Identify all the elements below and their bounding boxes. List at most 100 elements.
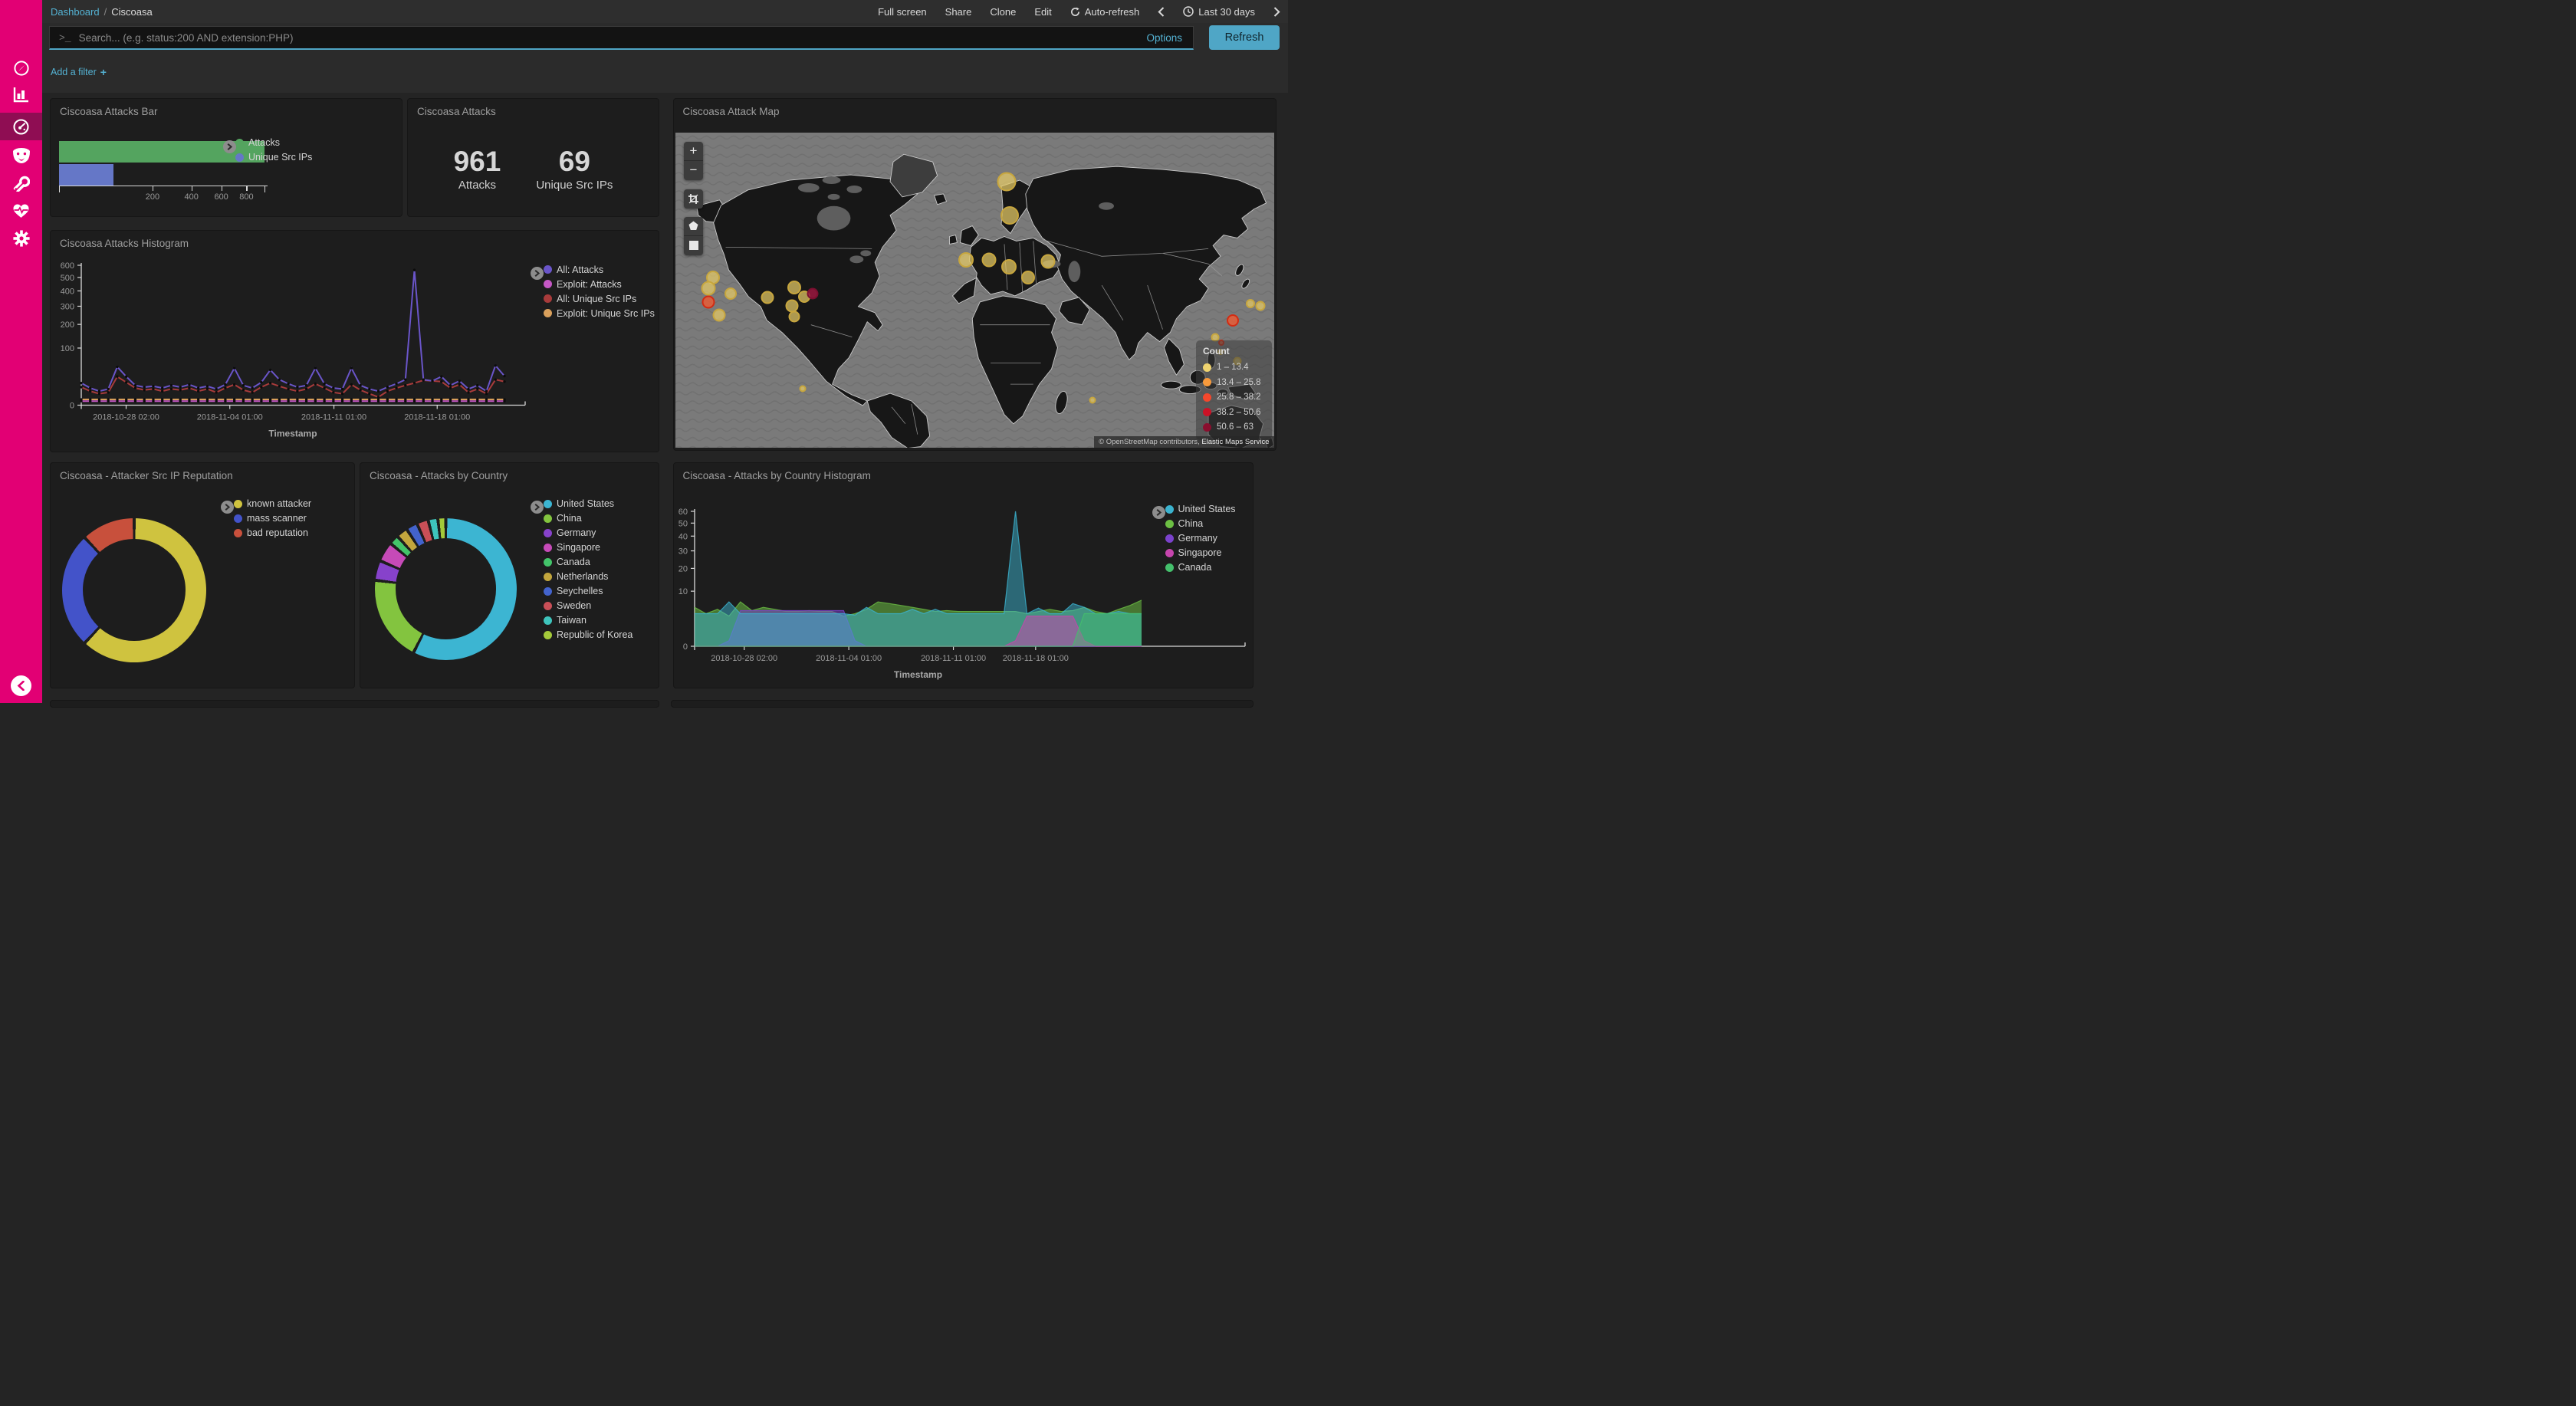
panel-attacks-bar: Ciscoasa Attacks Bar 200 400 600 800 Attack… [50, 97, 402, 217]
attack-location-bubble[interactable] [1001, 259, 1017, 275]
legend-toggle-button[interactable] [531, 267, 544, 280]
sidebar-item-discover[interactable] [0, 53, 42, 84]
legend-item[interactable]: Unique Src IPs [235, 150, 312, 165]
panel-title: Ciscoasa - Attacks by Country [370, 469, 508, 481]
full-screen-button[interactable]: Full screen [878, 5, 927, 18]
legend-item[interactable]: Republic of Korea [544, 628, 632, 642]
bar-unique-src-ips[interactable] [58, 163, 114, 186]
attack-location-bubble[interactable] [787, 281, 802, 295]
legend-item[interactable]: Canada [544, 555, 632, 570]
legend-item[interactable]: Germany [544, 526, 632, 540]
time-forward-button[interactable] [1273, 6, 1280, 17]
legend-item[interactable]: United States [1165, 502, 1236, 517]
attack-location-bubble[interactable] [1255, 301, 1266, 311]
attack-location-bubble[interactable] [724, 287, 737, 300]
time-back-button[interactable] [1158, 6, 1165, 17]
legend-item[interactable]: China [1165, 517, 1236, 531]
map-zoom-out-button[interactable]: − [689, 163, 698, 177]
map-fit-bounds-button[interactable] [684, 189, 703, 209]
refresh-button[interactable]: Refresh [1209, 25, 1280, 50]
legend-label: bad reputation [247, 527, 308, 538]
attack-location-bubble[interactable] [807, 287, 819, 300]
add-filter-link[interactable]: Add a filter [51, 67, 97, 77]
add-filter-plus-icon[interactable]: + [100, 66, 107, 78]
attack-location-bubble[interactable] [1226, 314, 1239, 327]
svg-text:50: 50 [678, 519, 687, 528]
attack-location-bubble[interactable] [712, 308, 726, 322]
map-zoom-in-button[interactable]: + [684, 142, 703, 161]
line-chart[interactable]: 600 500 400 300 200 100 0 2018-10-28 02:00 2018-… [51, 231, 660, 453]
auto-refresh-button[interactable]: Auto-refresh [1070, 6, 1139, 18]
map-draw-polygon-button[interactable] [684, 217, 703, 236]
legend-item[interactable]: Singapore [544, 540, 632, 555]
search-input[interactable]: >_ Search... (e.g. status:200 AND extens… [49, 26, 1194, 50]
legend-color-dot [544, 499, 552, 508]
sidebar-item-timelion[interactable] [0, 140, 42, 171]
attack-location-bubble[interactable] [1089, 396, 1096, 404]
legend-item[interactable]: Canada [1165, 560, 1236, 575]
edit-button[interactable]: Edit [1034, 5, 1052, 18]
axis-tick [264, 186, 266, 192]
panel-title: Ciscoasa Attacks Bar [60, 105, 158, 117]
attack-location-bubble[interactable] [958, 252, 974, 268]
country-donut-chart[interactable] [375, 517, 517, 660]
legend-item[interactable]: China [544, 511, 632, 526]
world-map[interactable]: + − Count 1 – 13.4 13.4 – 25.8 25.8 – 38.2… [675, 132, 1274, 448]
panel-attack-map: Ciscoasa Attack Map [672, 97, 1276, 451]
time-range-picker[interactable]: Last 30 days [1183, 6, 1255, 18]
attack-location-bubble[interactable] [799, 385, 807, 393]
legend-item[interactable]: Germany [1165, 531, 1236, 546]
legend-toggle-button[interactable] [531, 500, 544, 514]
map-draw-rectangle-button[interactable] [684, 236, 703, 255]
sidebar-item-dashboard[interactable] [0, 113, 42, 140]
legend-label: Exploit: Attacks [557, 278, 622, 290]
attack-location-bubble[interactable] [997, 172, 1017, 192]
attack-location-bubble[interactable] [702, 295, 715, 309]
attack-location-bubble[interactable] [1000, 206, 1019, 225]
legend-item[interactable]: bad reputation [234, 526, 311, 540]
map-legend-label: 25.8 – 38.2 [1217, 393, 1261, 402]
breadcrumb-dashboard-link[interactable]: Dashboard [51, 5, 100, 18]
legend-item[interactable]: Seychelles [544, 584, 632, 599]
share-button[interactable]: Share [945, 5, 972, 18]
legend-item[interactable]: Exploit: Unique Src IPs [544, 306, 655, 320]
legend-color-dot [544, 543, 552, 552]
legend-item[interactable]: Attacks [235, 136, 312, 150]
area-chart[interactable]: 60 50 40 30 20 10 0 2018-10-28 02:00 2018-11-04 … [674, 463, 1255, 689]
panel-attacks-by-country: Ciscoasa - Attacks by Country United Sta… [360, 462, 659, 688]
legend-item[interactable]: Taiwan [544, 613, 632, 628]
attack-location-bubble[interactable] [981, 252, 997, 268]
legend-item[interactable]: Sweden [544, 599, 632, 613]
svg-text:2018-11-11 01:00: 2018-11-11 01:00 [301, 413, 366, 422]
legend-color-dot [234, 528, 242, 537]
legend-toggle-button[interactable] [1152, 505, 1165, 519]
attack-location-bubble[interactable] [1246, 299, 1256, 309]
legend-item[interactable]: All: Unique Src IPs [544, 291, 655, 306]
sidebar-collapse-button[interactable] [11, 675, 31, 696]
attack-location-bubble[interactable] [1040, 254, 1056, 269]
legend-item[interactable]: United States [544, 497, 632, 511]
svg-text:10: 10 [678, 587, 687, 596]
attack-location-bubble[interactable] [788, 310, 800, 323]
legend-item[interactable]: Exploit: Attacks [544, 277, 655, 291]
attack-location-bubble[interactable] [701, 281, 716, 296]
legend-item[interactable]: Singapore [1165, 546, 1236, 560]
metric-value: 69 [558, 145, 590, 177]
clone-button[interactable]: Clone [990, 5, 1017, 18]
legend-item[interactable]: mass scanner [234, 511, 311, 526]
sidebar-item-dev-tools[interactable] [0, 168, 42, 199]
legend-toggle-button[interactable] [221, 500, 234, 514]
legend-label: mass scanner [247, 513, 307, 524]
sidebar-item-visualize[interactable] [0, 79, 42, 110]
attack-location-bubble[interactable] [761, 291, 774, 304]
sidebar-item-management[interactable] [0, 223, 42, 254]
legend-toggle-button[interactable] [223, 140, 236, 153]
map-legend-label: 1 – 13.4 [1217, 363, 1249, 373]
legend-item[interactable]: known attacker [234, 497, 311, 511]
query-options-link[interactable]: Options [1146, 31, 1182, 44]
attack-location-bubble[interactable] [1021, 270, 1036, 284]
legend-item[interactable]: Netherlands [544, 570, 632, 584]
sidebar-item-monitoring[interactable] [0, 195, 42, 226]
reputation-donut-chart[interactable] [62, 517, 206, 662]
legend-item[interactable]: All: Attacks [544, 262, 655, 277]
